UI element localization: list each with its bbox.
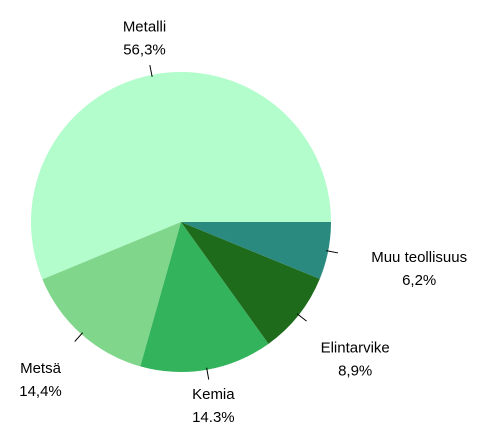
slice-label: Muu teollisuus — [371, 249, 467, 266]
leader-line — [296, 313, 307, 322]
pie-slice — [42, 222, 181, 367]
pie-slice — [140, 222, 269, 372]
slice-label: Metalli — [123, 18, 166, 35]
leader-line — [149, 64, 153, 77]
slice-label: Kemia — [192, 386, 235, 403]
slice-value-label: 14.3% — [192, 409, 235, 426]
pie-slice — [181, 222, 320, 344]
slice-value-label: 14,4% — [19, 383, 62, 400]
slice-value-label: 56,3% — [123, 41, 166, 58]
slice-value-label: 6,2% — [402, 272, 436, 289]
slice-label: Metsä — [20, 360, 62, 377]
slice-label: Elintarvike — [321, 340, 390, 357]
leader-line — [74, 332, 84, 342]
leader-line — [326, 250, 339, 254]
slice-value-label: 8,9% — [338, 363, 372, 380]
leader-line — [206, 367, 210, 380]
pie-slice — [181, 222, 331, 279]
pie-slice — [30, 71, 331, 280]
